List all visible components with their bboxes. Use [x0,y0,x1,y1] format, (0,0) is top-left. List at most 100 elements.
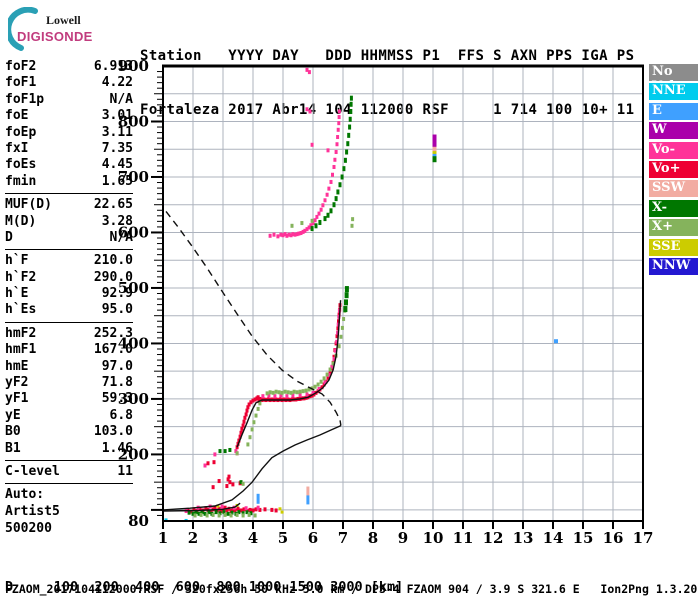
legend-item-nnw: NNW [649,257,698,275]
param-row-hmf2: hmF2 252.3 [5,326,133,342]
logo-arc-icon [8,7,38,51]
station-header: Station YYYY DAY DDD HHMMSS P1 FFS S AXN… [140,11,634,155]
overlay-artist-Es-fit [162,502,241,512]
legend-item-x-: X- [649,199,698,217]
param-label: D [5,229,13,245]
x-axis-label-11: 11 [453,529,474,547]
trace-dot-14MHz-blue [554,339,558,344]
artist-overlays [162,210,342,512]
param-label: hmF2 [5,325,37,341]
param-label: h`E [5,286,29,302]
x-axis-label-16: 16 [603,529,624,547]
param-label: yE [5,407,21,423]
param-label: hmE [5,358,29,374]
panel-separator [5,459,133,461]
param-value: N/A [109,229,133,245]
param-row-fof2: foF2 6.913 [5,59,133,75]
param-label: hmF1 [5,342,37,358]
param-label: h`F2 [5,269,37,285]
param-value: 22.65 [93,197,133,213]
y-axis-label-80: 80 [128,512,149,530]
muf-table: D 100 200 400 600 800 1000 1500 3000 [km… [5,550,411,600]
param-row-foep: foEp 3.11 [5,125,133,141]
param-row-mufd: MUF(D) 22.65 [5,197,133,213]
header-station-values: Fortaleza 2017 Abr14 104 112000 RSF 1 71… [140,102,635,118]
param-row-hme: hmE 97.0 [5,359,133,375]
param-row-fxi: fxI 7.35 [5,141,133,157]
trace-scatter-lightgreen-E [235,451,245,486]
y-axis-label-500: 500 [118,279,149,297]
param-value: 59.3 [101,391,133,407]
param-value: 1.65 [101,173,133,189]
param-label: yF2 [5,375,29,391]
param-value: 290.0 [93,269,133,285]
trace-stack-10MHz-green [432,156,437,163]
trace-stack-5.8-blue [306,495,310,505]
x-axis-label-7: 7 [338,529,348,547]
param-value: 11 [117,463,133,479]
legend-item-vo-: Vo- [649,141,698,159]
param-row-clevel: C-level 11 [5,464,133,480]
legend-item-sse: SSE [649,238,698,256]
trace-stack-10MHz-salmon [432,146,437,153]
legend-item-e: E [649,102,698,120]
x-axis-label-3: 3 [218,529,228,547]
panel-separator [5,321,133,323]
trace-Es-lightgreen [193,512,257,518]
param-row-ye: yE 6.8 [5,408,133,424]
param-value: 4.22 [101,75,133,91]
x-axis-label-5: 5 [278,529,288,547]
param-row-foes: foEs 4.45 [5,157,133,173]
trace-F-trace-X-tip-darkgreen [343,286,349,313]
param-label: B0 [5,424,21,440]
x-axis-label-13: 13 [513,529,534,547]
legend-item-ssw: SSW [649,180,698,198]
param-value: 3.11 [101,124,133,140]
muf-distance-row: D 100 200 400 600 800 1000 1500 3000 [km… [5,579,404,595]
param-label: fxI [5,140,29,156]
logo-text-digisonde: DIGISONDE [17,29,93,44]
param-value: 97.0 [101,358,133,374]
param-value: N/A [109,91,133,107]
param-value: 3.01 [101,108,133,124]
param-label: M(D) [5,213,37,229]
param-row-hf2: h`F2 290.0 [5,270,133,286]
trace-stack-10MHz-blue [432,153,437,158]
param-row-fmin: fmin 1.65 [5,174,133,190]
trace-scatter-darkgreen-E [218,447,243,485]
trace-hop2-O-pink [268,67,341,239]
param-row-md: M(D) 3.28 [5,214,133,230]
param-label: foF2 [5,59,37,74]
trace-scatter-red-E [206,460,242,490]
header-column-titles: Station YYYY DAY DDD HHMMSS P1 FFS S AXN… [140,48,635,64]
x-axis-label-2: 2 [188,529,198,547]
param-row-foe: foE 3.01 [5,108,133,124]
panel-footer-line: 500200 [5,521,52,537]
param-label: foE [5,108,29,124]
lowell-digisonde-logo: Lowell DIGISONDE [6,4,131,52]
x-axis-label-15: 15 [573,529,594,547]
trace-stack-10MHz-purple [432,134,437,150]
param-value: 252.3 [93,325,133,341]
x-axis-label-10: 10 [423,529,444,547]
param-label: h`Es [5,302,37,318]
param-value: 103.0 [93,424,133,440]
param-row-he: h`E 92.9 [5,286,133,302]
x-axis-label-4: 4 [248,529,258,547]
param-label: foF1p [5,91,45,107]
x-axis-label-12: 12 [483,529,504,547]
param-label: fmin [5,173,37,189]
param-label: foF1 [5,75,37,91]
param-row-yf1: yF1 59.3 [5,391,133,407]
panel-separator [5,483,133,485]
grid-lines [163,66,643,521]
param-row-fof1p: foF1p N/A [5,92,133,108]
overlay-muf-transmission-curve [165,210,342,426]
x-axis-label-14: 14 [543,529,564,547]
trace-scatter-pink-E [203,452,217,468]
y-axis-label-800: 800 [118,112,149,130]
x-axis-label-8: 8 [368,529,378,547]
